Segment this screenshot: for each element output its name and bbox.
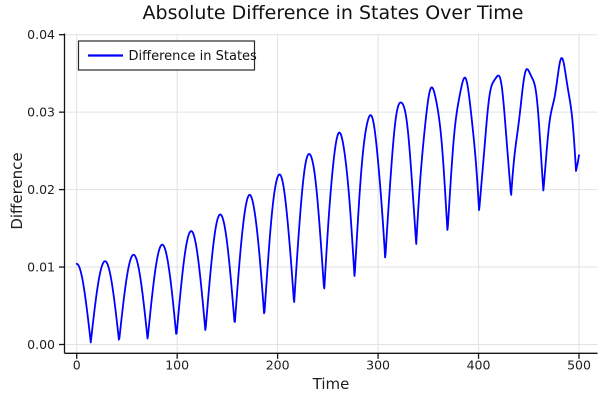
difference-line-series [75, 57, 580, 344]
x-tick-label: 400 [467, 358, 491, 373]
y-tick-label: 0.02 [27, 182, 55, 197]
x-axis-label: Time [312, 375, 350, 393]
x-tick-label: 100 [165, 358, 189, 373]
legend-label: Difference in States [129, 49, 258, 64]
gridlines [64, 33, 598, 354]
x-tick-label: 500 [567, 358, 591, 373]
axis-tick-labels: 0 100 200 300 400 500 0.00 0.01 0.02 0.03 0.04 [27, 27, 591, 373]
x-tick-label: 300 [366, 358, 390, 373]
axis-ticks [59, 34, 580, 359]
x-tick-label: 0 [73, 358, 81, 373]
legend: Difference in States [77, 40, 258, 71]
y-axis-label: Difference [8, 152, 26, 229]
chart-title: Absolute Difference in States Over Time [143, 2, 524, 24]
y-tick-label: 0.04 [27, 27, 55, 42]
y-tick-label: 0.01 [27, 259, 55, 274]
y-tick-label: 0.03 [27, 104, 55, 119]
y-tick-label: 0.00 [27, 337, 55, 352]
axes-spines [63, 33, 598, 354]
x-tick-label: 200 [266, 358, 290, 373]
